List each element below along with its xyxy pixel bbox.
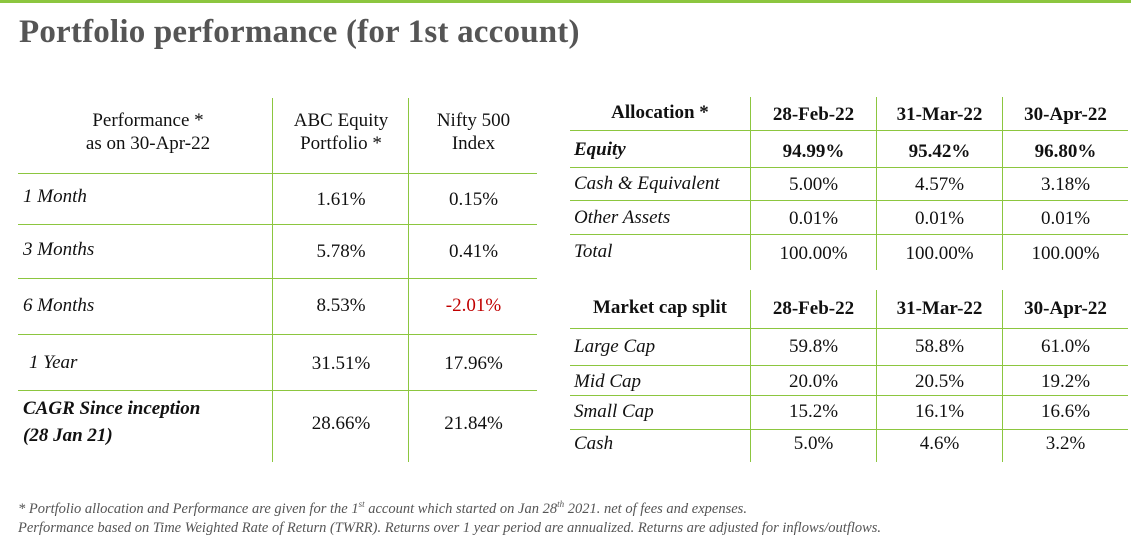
allocation-value: 3.18%: [1040, 174, 1091, 195]
date-column-header: 31-Mar-22: [896, 298, 983, 319]
footnote-superscript: st: [358, 499, 365, 509]
market-cap-header: Market cap split: [592, 297, 728, 318]
perf-row-line: [18, 224, 537, 225]
footnote-twrr: Performance based on Time Weighted Rate …: [18, 520, 882, 536]
footnote-text: * Portfolio allocation and Performance a…: [18, 500, 359, 517]
portfolio-header-line2: Portfolio *: [300, 133, 382, 154]
allocation-row-label: Equity: [574, 139, 626, 160]
allocation-value: 100.00%: [1031, 243, 1100, 264]
alloc-divider-2: [876, 97, 877, 270]
allocation-value: 0.01%: [914, 208, 965, 229]
perf-header-line1: Performance *: [92, 110, 204, 131]
perf-row-line: [18, 334, 537, 335]
allocation-value: 4.57%: [914, 174, 965, 195]
market-cap-value: 3.2%: [1045, 433, 1086, 454]
market-cap-row-label: Cash: [574, 433, 614, 454]
market-cap-value: 19.2%: [1040, 371, 1091, 392]
date-column-header: 28-Feb-22: [772, 298, 855, 319]
market-cap-value: 20.5%: [914, 371, 965, 392]
allocation-value: 96.80%: [1034, 141, 1097, 162]
market-cap-value: 59.8%: [788, 336, 839, 357]
mcap-row-line: [570, 395, 1128, 396]
alloc-row-line: [570, 167, 1128, 168]
portfolio-header-line1: ABC Equity: [293, 110, 389, 131]
index-return: 0.41%: [448, 241, 499, 262]
page-title: Portfolio performance (for 1st account): [19, 14, 580, 50]
allocation-row-label: Other Assets: [574, 207, 671, 228]
mcap-row-line: [570, 328, 1128, 329]
alloc-row-line: [570, 234, 1128, 235]
footnote-allocation: * Portfolio allocation and Performance a…: [18, 499, 747, 518]
alloc-row-line: [570, 130, 1128, 131]
cagr-label-line1: CAGR Since inception: [23, 398, 201, 419]
portfolio-return: 5.78%: [316, 241, 366, 262]
perf-row-label: 1 Year: [29, 352, 78, 373]
alloc-divider-1: [750, 97, 751, 270]
portfolio-return: 28.66%: [311, 413, 371, 434]
portfolio-return: 1.61%: [316, 189, 366, 210]
allocation-value: 94.99%: [782, 141, 845, 162]
mcap-divider-2: [876, 290, 877, 462]
allocation-value: 100.00%: [905, 243, 974, 264]
perf-row-label: 3 Months: [23, 239, 95, 260]
mcap-row-line: [570, 365, 1128, 366]
index-return-negative: -2.01%: [445, 295, 502, 316]
market-cap-row-label: Small Cap: [574, 401, 654, 422]
allocation-row-label: Cash & Equivalent: [574, 173, 720, 194]
perf-header-line2: as on 30-Apr-22: [85, 133, 211, 154]
market-cap-value: 20.0%: [788, 371, 839, 392]
mcap-divider-1: [750, 290, 751, 462]
footnote-superscript: th: [557, 499, 565, 509]
date-column-header: 30-Apr-22: [1024, 104, 1107, 125]
date-column-header: 31-Mar-22: [896, 104, 983, 125]
market-cap-value: 4.6%: [919, 433, 960, 454]
performance-table: Performance * as on 30-Apr-22 ABC Equity…: [18, 98, 537, 462]
market-cap-row-label: Large Cap: [574, 336, 656, 357]
market-cap-value: 5.0%: [793, 433, 834, 454]
mcap-divider-3: [1002, 290, 1003, 462]
top-accent-bar: [0, 0, 1131, 3]
perf-row-label: 1 Month: [23, 186, 87, 207]
index-return: 17.96%: [444, 353, 503, 374]
perf-row-label: 6 Months: [23, 295, 95, 316]
market-cap-table: Market cap split 28-Feb-22 31-Mar-22 30-…: [570, 290, 1128, 462]
allocation-value: 95.42%: [908, 141, 971, 162]
date-column-header: 28-Feb-22: [772, 104, 855, 125]
market-cap-value: 16.1%: [914, 401, 965, 422]
market-cap-value: 15.2%: [788, 401, 839, 422]
alloc-divider-3: [1002, 97, 1003, 270]
allocation-table: Allocation * 28-Feb-22 31-Mar-22 30-Apr-…: [570, 97, 1128, 270]
index-header-line2: Index: [451, 133, 496, 154]
index-column-header: Nifty 500 Index: [410, 109, 537, 155]
portfolio-column-header: ABC Equity Portfolio *: [274, 109, 408, 155]
market-cap-value: 16.6%: [1040, 401, 1091, 422]
footnote-text: account which started on Jan 28: [364, 500, 558, 517]
index-return: 21.84%: [444, 413, 503, 434]
mcap-row-line: [570, 429, 1128, 430]
allocation-header: Allocation *: [611, 102, 709, 123]
cagr-label-line2: (28 Jan 21): [23, 425, 113, 446]
date-column-header: 30-Apr-22: [1024, 298, 1107, 319]
perf-row-line: [18, 390, 537, 391]
allocation-value: 0.01%: [1040, 208, 1091, 229]
allocation-value: 5.00%: [788, 174, 839, 195]
allocation-value: 100.00%: [779, 243, 848, 264]
market-cap-value: 61.0%: [1040, 336, 1091, 357]
allocation-value: 0.01%: [788, 208, 839, 229]
index-header-line1: Nifty 500: [436, 110, 511, 131]
perf-header: Performance * as on 30-Apr-22: [48, 109, 248, 155]
footnote-text: 2021. net of fees and expenses.: [564, 500, 747, 517]
perf-row-line: [18, 278, 537, 279]
perf-divider-1: [272, 98, 273, 462]
portfolio-return: 31.51%: [311, 353, 371, 374]
market-cap-row-label: Mid Cap: [574, 371, 642, 392]
portfolio-return: 8.53%: [316, 295, 366, 316]
market-cap-value: 58.8%: [914, 336, 965, 357]
perf-row-line: [18, 173, 537, 174]
perf-divider-2: [408, 98, 409, 462]
allocation-row-label: Total: [574, 241, 613, 262]
index-return: 0.15%: [448, 189, 499, 210]
alloc-row-line: [570, 200, 1128, 201]
